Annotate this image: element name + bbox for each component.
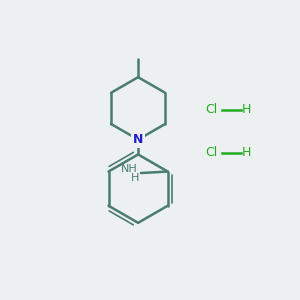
Text: Cl: Cl xyxy=(205,103,217,116)
Text: NH: NH xyxy=(121,164,137,174)
Text: H: H xyxy=(130,173,139,183)
Text: H: H xyxy=(242,103,251,116)
Text: H: H xyxy=(242,146,251,160)
Text: N: N xyxy=(133,133,143,146)
Text: Cl: Cl xyxy=(205,146,217,160)
